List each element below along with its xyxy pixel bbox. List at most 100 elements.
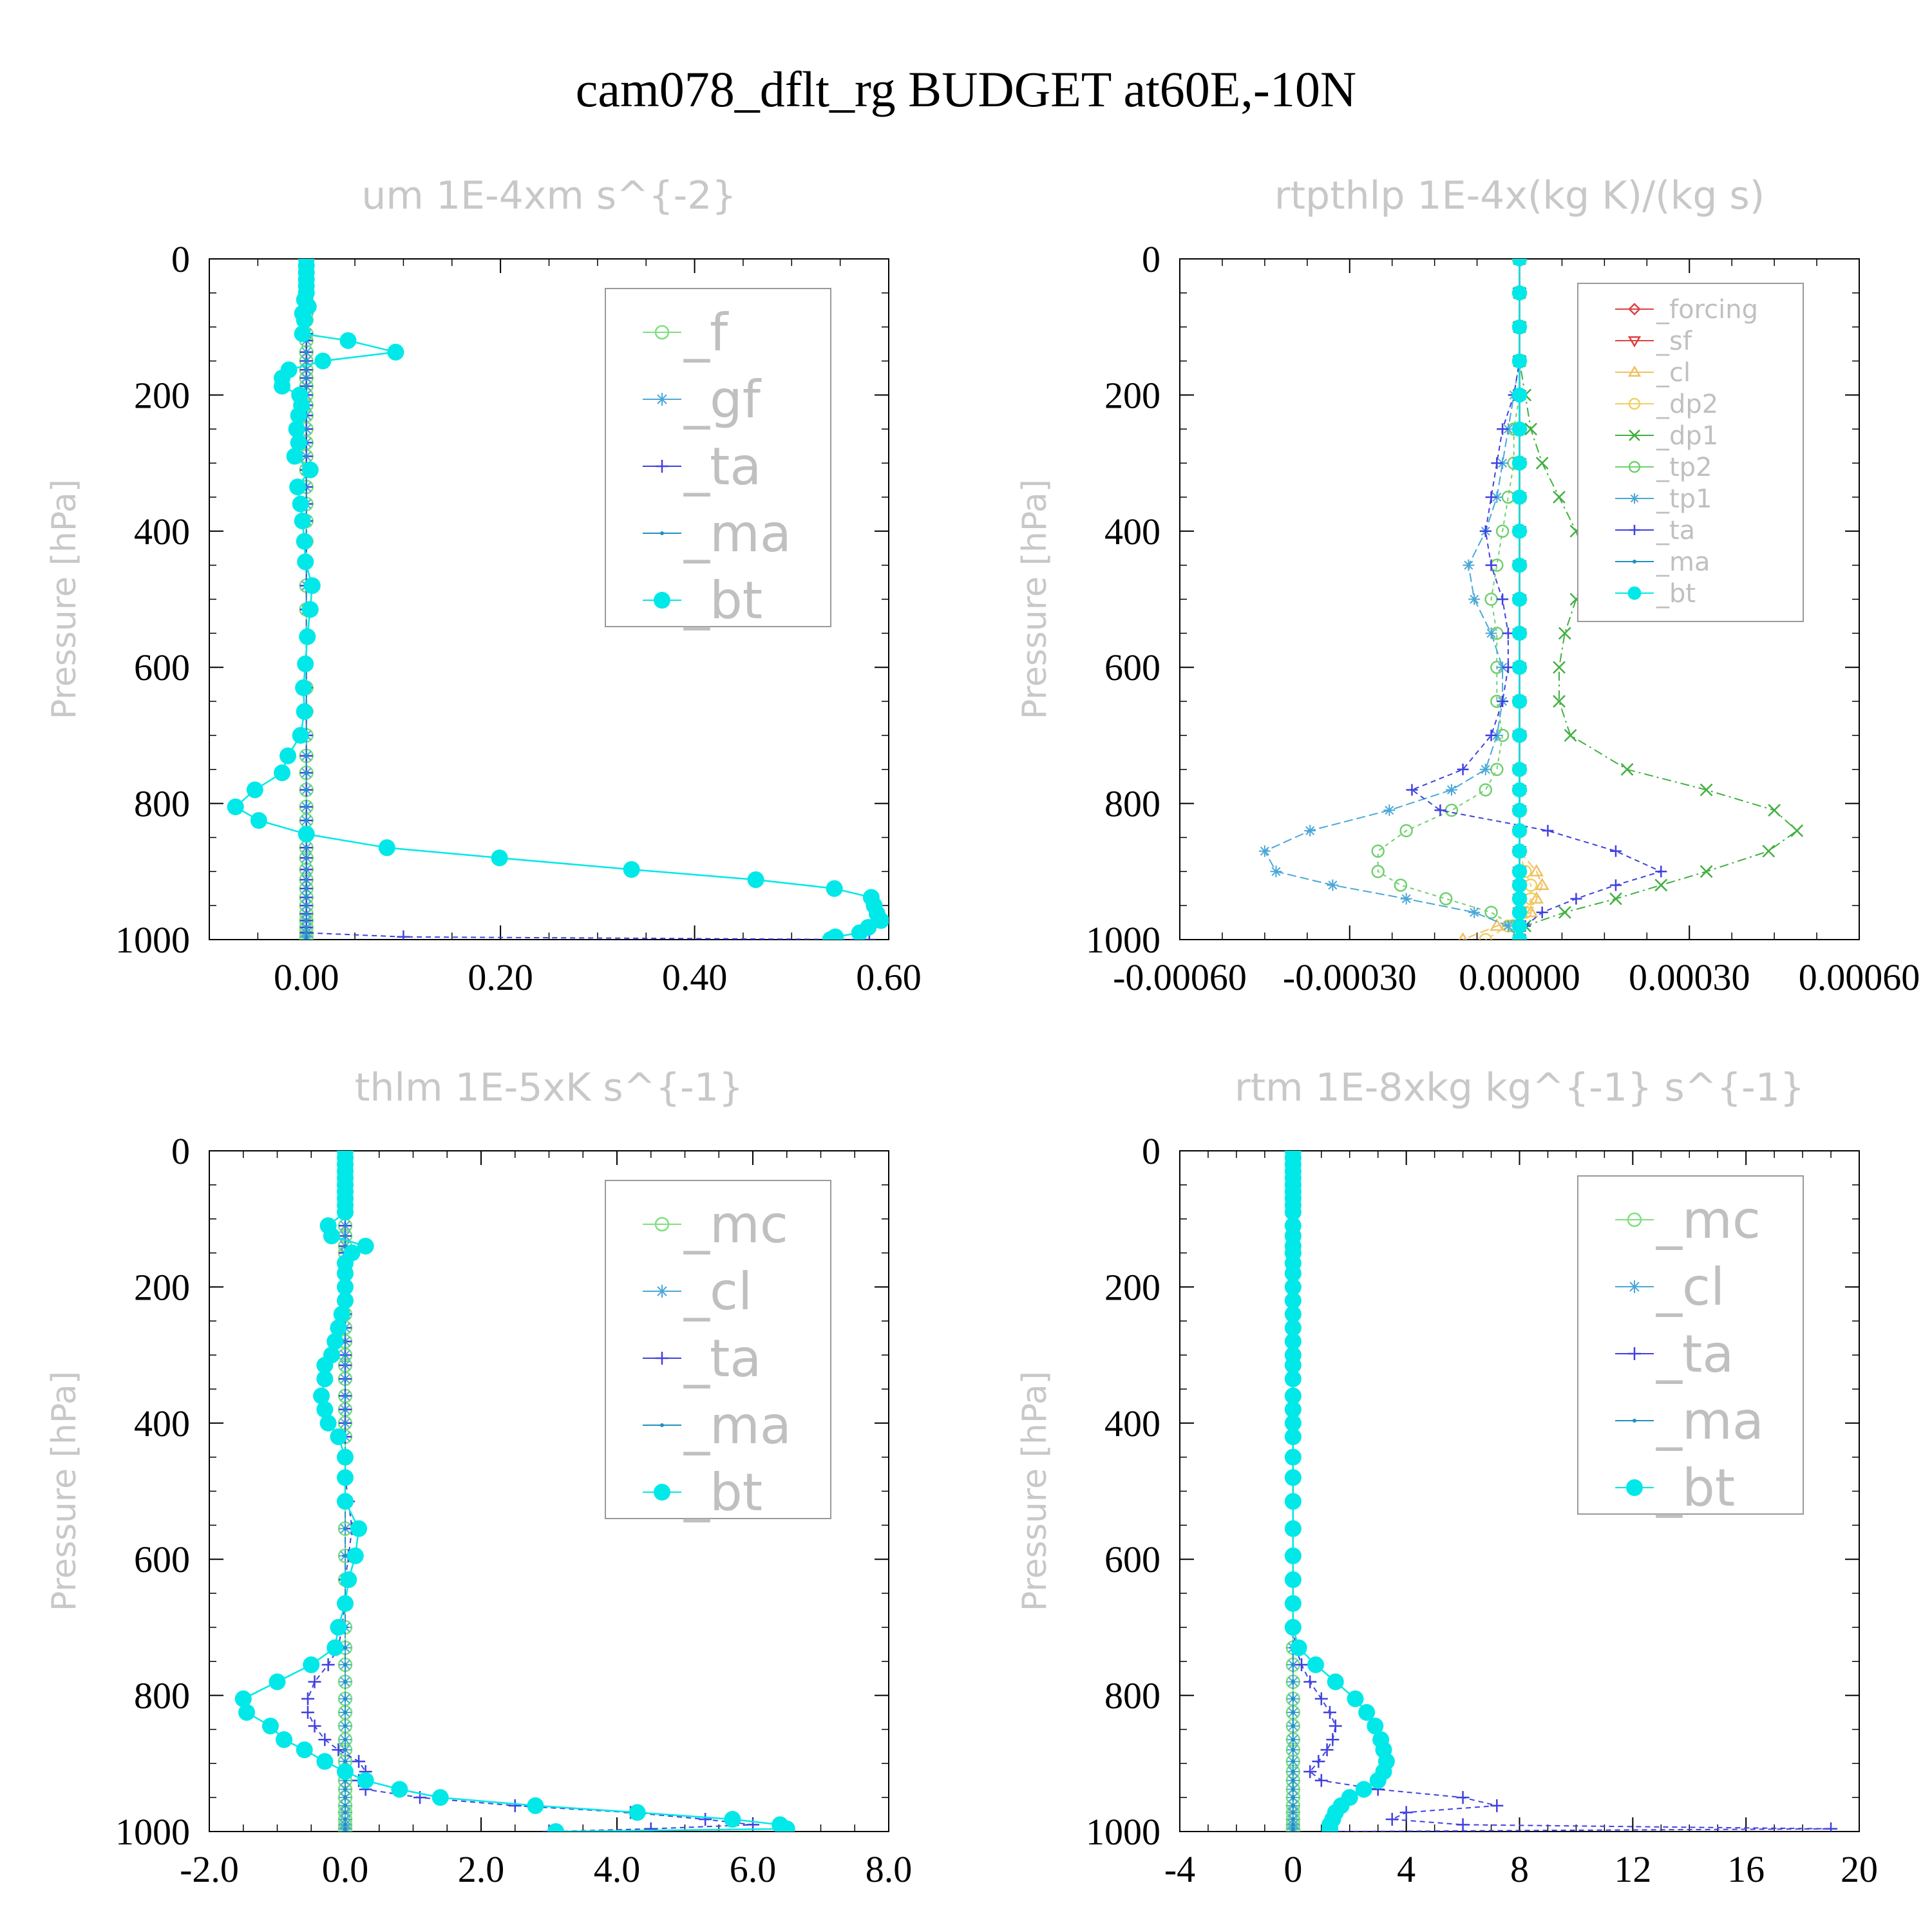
legend-label: _cl [1656,1257,1725,1317]
series-point [304,918,308,923]
series-point [1511,918,1528,934]
series-point [1406,784,1418,796]
x-tick-label: 0.0 [322,1848,369,1890]
y-tick-label: 400 [1104,1403,1160,1444]
y-tick-label: 600 [134,647,190,688]
plot-area [227,259,889,940]
series-point [1291,1696,1295,1701]
series-point [1490,762,1504,776]
legend-label: _gf [683,370,762,430]
legend-label: _bt [683,1463,762,1522]
series-point [1511,864,1528,880]
series-point [343,1363,347,1367]
series-point [1558,627,1571,640]
series-point [1291,1778,1295,1783]
series-point [304,753,308,758]
legend-label: _ta [1656,1324,1734,1384]
legend-label: _ta [1656,516,1695,545]
series-line [1519,259,1798,940]
chart-panel-0: um 1E-4xm s^{-2} 0 200 400 600 800 1000 0.00 0.2… [45,173,922,998]
series-point [330,1319,347,1336]
x-tick-label: -0.00030 [1283,956,1417,998]
y-tick-label: 200 [1104,374,1160,416]
legend-label: _sf [1656,327,1692,356]
series-point [1609,879,1622,891]
series-point [1511,285,1528,301]
series-point [279,747,297,764]
y-tick-label: 0 [1142,238,1160,280]
series-point [1358,1704,1376,1721]
y-tick-label: 400 [134,1403,190,1444]
legend-label: _mc [683,1195,788,1255]
series-point [1369,1772,1387,1789]
legend-marker [654,1217,670,1232]
x-tick-label: 0.00 [274,956,339,998]
series-point [1291,1680,1295,1684]
series-point [343,1738,347,1742]
x-tick-label: 2.0 [458,1848,505,1890]
x-tick-label: 4 [1397,1848,1416,1890]
series-point [304,384,308,388]
x-tick-label: 0.00060 [1799,956,1920,998]
series-point [1284,1265,1302,1282]
series-point [1290,1639,1307,1656]
legend-marker [660,531,664,535]
series-point [1511,421,1528,437]
series-point [298,826,315,843]
legend-marker [1629,493,1640,504]
series-point [1284,1292,1302,1309]
series-point [1511,625,1528,641]
series-point [238,1704,256,1721]
legend-label: _cl [1656,358,1690,388]
series-point [323,1227,340,1245]
series-point [1394,878,1408,892]
series-point [343,1787,347,1792]
series-point [508,1799,522,1812]
y-tick-label: 800 [1104,1675,1160,1717]
series-point [1284,1401,1302,1418]
series-point [1536,906,1548,918]
series-point [1327,879,1339,891]
y-axis-label: Pressure [hPa] [1016,479,1054,719]
series-point [301,1692,314,1705]
series-bt [1284,1151,1395,1832]
series-point [1511,557,1528,573]
series-point [304,819,308,823]
series-point [1511,877,1528,893]
y-tick-label: 0 [171,1130,190,1172]
legend-marker [656,1352,668,1365]
series-point [337,1493,354,1510]
series-point [316,1753,334,1770]
series-point [304,454,308,459]
series-point [274,764,291,782]
legend-marker [1627,336,1642,348]
series-point [747,871,764,888]
legend-label: _bt [1656,579,1696,609]
series-point [343,1696,347,1701]
series-point [1511,932,1528,940]
series-point [1284,1305,1302,1323]
legend-label: _cl [683,1262,752,1321]
series-point [1479,763,1492,775]
series-point [1367,1718,1384,1735]
series-point [1511,802,1528,818]
legend-label: _ma [683,1396,791,1455]
legend-marker [1633,560,1636,564]
series-point [1490,1799,1504,1812]
series-point [1291,1817,1295,1821]
legend-label: _ta [683,437,761,497]
series-point [290,434,307,451]
legend-label: _mc [1656,1190,1761,1250]
series-point [327,1332,344,1350]
series-point [1400,893,1412,905]
series-point [274,377,291,395]
series-point [1355,1781,1372,1798]
series-point [1495,524,1510,538]
series-point [1768,804,1781,817]
series-point [1542,824,1554,837]
series-point [316,1370,334,1388]
series-point [304,938,308,940]
series-point [294,325,311,343]
series-point [1479,933,1492,940]
series-point [1291,1663,1295,1667]
